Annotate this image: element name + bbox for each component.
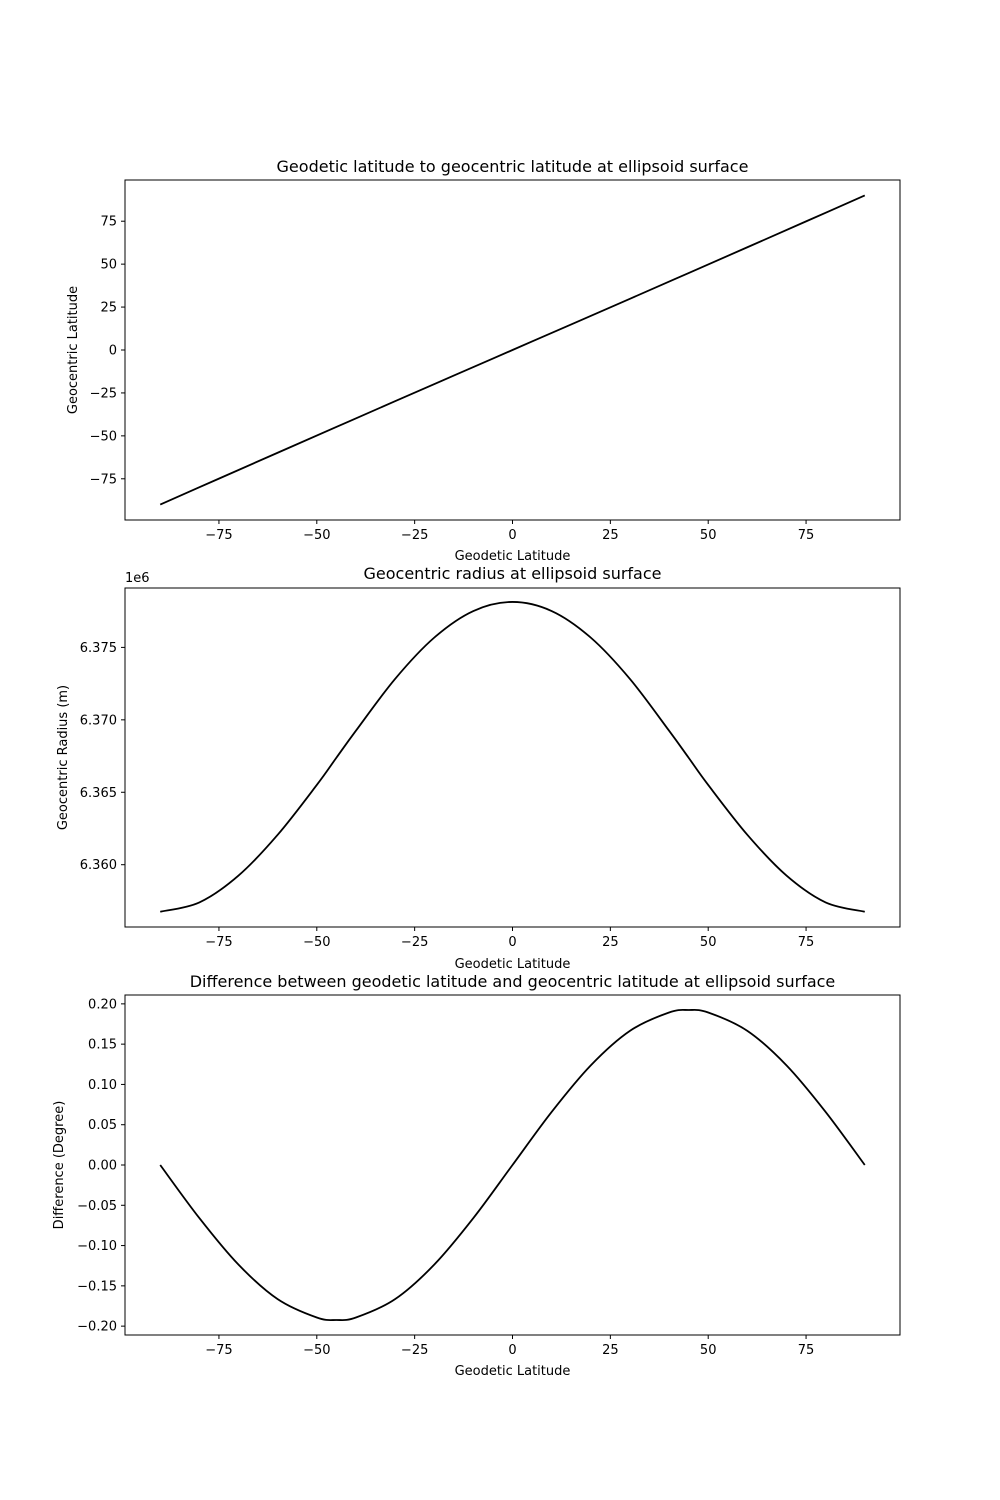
- subplot-1-x-axis-label: Geodetic Latitude: [455, 549, 571, 564]
- subplot-3-x-tick-label: 50: [700, 1343, 717, 1358]
- subplot-2-x-tick-label: 25: [602, 935, 619, 950]
- series-line-geocentric-latitude: [159, 194, 866, 506]
- subplot-3-y-tick-label: −0.05: [77, 1199, 117, 1214]
- subplot-1-x-tick-label: 75: [798, 528, 815, 543]
- subplot-1-x-tick-label: −25: [401, 528, 428, 543]
- subplot-2-x-tick-label: 50: [700, 935, 717, 950]
- subplot-2-x-tick-label: 0: [508, 935, 516, 950]
- subplot-3-y-axis-label: Difference (Degree): [52, 1101, 67, 1230]
- subplot-3-x-tick-label: −75: [205, 1343, 232, 1358]
- subplot-2-x-tick-label: −25: [401, 935, 428, 950]
- subplot-1-y-tick-label: −75: [90, 472, 117, 487]
- subplot-3-y-tick-label: −0.20: [77, 1320, 117, 1335]
- subplot-1-axes-frame: [124, 179, 901, 521]
- subplot-2-y-offset-label: 1e6: [125, 571, 150, 586]
- subplot-2-y-tick-label: 6.365: [80, 786, 117, 801]
- subplot-3-x-tick-label: −25: [401, 1343, 428, 1358]
- subplot-geocentric-radius: Geocentric radius at ellipsoid surface 1…: [56, 564, 901, 972]
- subplot-3-y-tick-label: −0.10: [77, 1239, 117, 1254]
- subplot-2-y-tick-label: 6.360: [80, 858, 117, 873]
- subplot-1-y-axis-label: Geocentric Latitude: [66, 286, 81, 414]
- series-line-latitude-difference: [159, 1008, 866, 1322]
- subplot-2-axes-frame: [124, 587, 901, 928]
- subplot-3-axes-frame: [124, 994, 901, 1336]
- subplot-1-x-tick-label: −50: [303, 528, 330, 543]
- subplot-3-y-tick-label: 0.10: [88, 1078, 117, 1093]
- subplot-1-y-tick-label: −50: [90, 429, 117, 444]
- subplot-geocentric-latitude: Geodetic latitude to geocentric latitude…: [66, 157, 901, 564]
- subplot-2-title: Geocentric radius at ellipsoid surface: [364, 564, 662, 583]
- subplot-1-x-tick-label: 0: [508, 528, 516, 543]
- series-line-geocentric-radius: [160, 601, 865, 913]
- subplot-2-y-tick-label: 6.375: [80, 641, 117, 656]
- subplot-1-x-tick-label: 25: [602, 528, 619, 543]
- subplot-1-y-tick-label: 25: [100, 301, 117, 316]
- subplot-3-y-tick-label: −0.15: [77, 1279, 117, 1294]
- subplot-3-y-tick-label: 0.15: [88, 1038, 117, 1053]
- subplot-3-x-tick-label: 0: [508, 1343, 516, 1358]
- subplot-2-y-axis-label: Geocentric Radius (m): [56, 685, 71, 830]
- subplot-1-y-tick-label: 75: [100, 215, 117, 230]
- subplot-1-y-tick-label: −25: [90, 386, 117, 401]
- subplot-2-x-tick-label: −75: [205, 935, 232, 950]
- subplot-1-x-tick-label: 50: [700, 528, 717, 543]
- subplot-3-x-tick-label: 25: [602, 1343, 619, 1358]
- subplot-1-y-tick-label: 0: [109, 344, 117, 359]
- subplot-1-title: Geodetic latitude to geocentric latitude…: [277, 157, 749, 176]
- subplot-1-y-tick-label: 50: [100, 258, 117, 273]
- subplot-3-y-tick-label: 0.20: [88, 997, 117, 1012]
- subplot-2-y-tick-label: 6.370: [80, 713, 117, 728]
- subplot-2-x-axis-label: Geodetic Latitude: [455, 957, 571, 972]
- subplot-3-x-tick-label: −50: [303, 1343, 330, 1358]
- subplot-2-x-tick-label: −50: [303, 935, 330, 950]
- subplot-3-x-axis-label: Geodetic Latitude: [455, 1364, 571, 1379]
- subplot-3-title: Difference between geodetic latitude and…: [190, 972, 836, 991]
- subplot-1-x-tick-label: −75: [205, 528, 232, 543]
- subplot-latitude-difference: Difference between geodetic latitude and…: [52, 972, 901, 1379]
- subplot-2-x-tick-label: 75: [798, 935, 815, 950]
- subplot-3-x-tick-label: 75: [798, 1343, 815, 1358]
- subplot-3-y-tick-label: 0.05: [88, 1118, 117, 1133]
- subplot-3-y-tick-label: 0.00: [88, 1159, 117, 1174]
